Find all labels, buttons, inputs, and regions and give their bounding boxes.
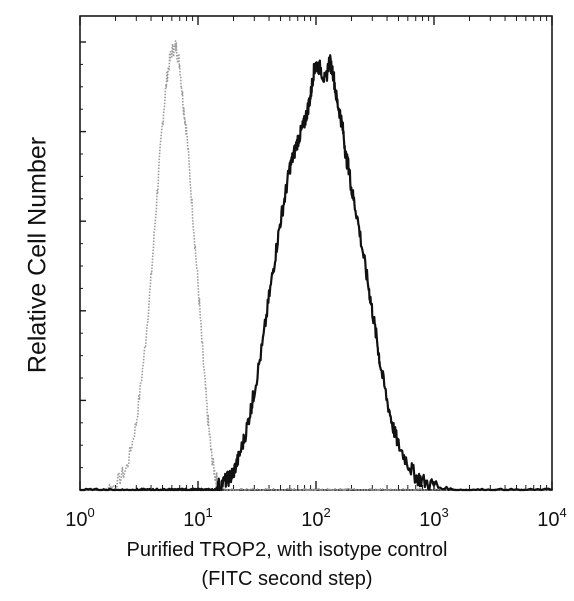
x-tick-label: 103 [419, 505, 448, 531]
trop2-histogram [80, 54, 553, 492]
plot-frame [79, 15, 553, 491]
x-axis-label-line2: (FITC second step) [201, 568, 373, 590]
x-axis-label-line1: Purified TROP2, with isotype control [126, 539, 448, 561]
x-tick-label: 101 [183, 505, 212, 531]
isotype-control-histogram [79, 40, 552, 491]
y-axis-label: Relative Cell Number [23, 136, 52, 374]
x-tick-label: 100 [65, 505, 94, 531]
x-tick-label: 104 [537, 505, 566, 531]
x-tick-label: 102 [301, 505, 330, 531]
